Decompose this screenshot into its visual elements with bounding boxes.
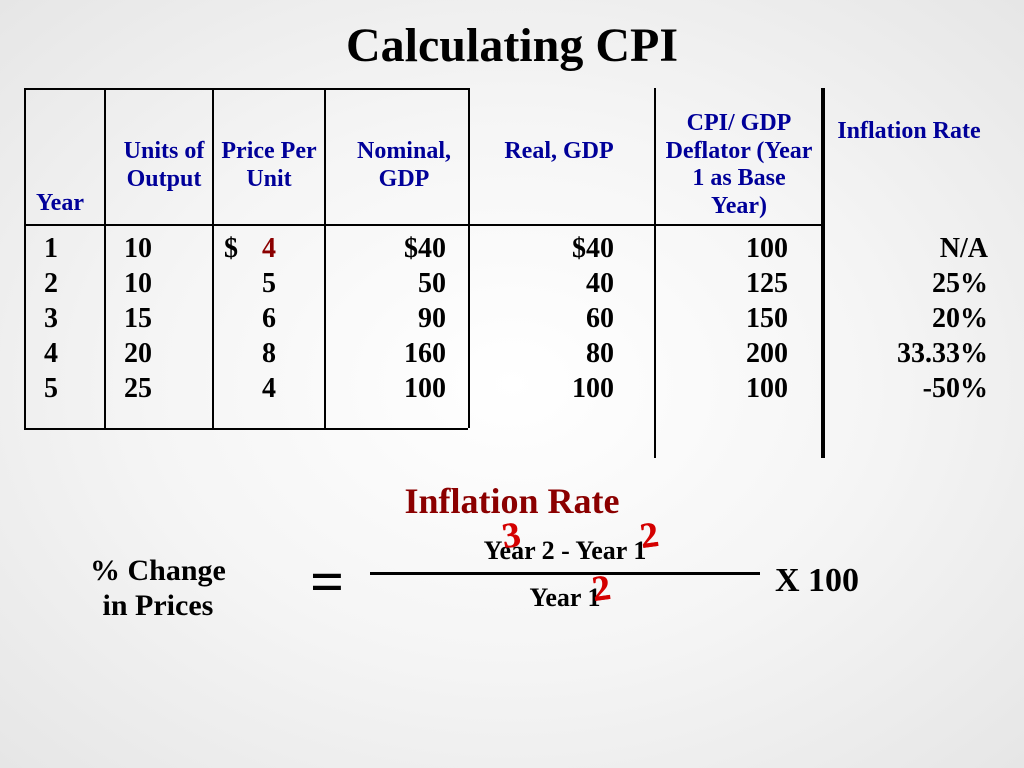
table-border <box>104 88 106 428</box>
cell-units: 15 <box>124 302 152 336</box>
cell-real: 40 <box>586 267 614 301</box>
cell-year: 5 <box>44 372 58 406</box>
formula-lhs-line1: % Change <box>90 554 226 587</box>
cell-price: 4 <box>262 232 276 266</box>
cell-nominal: $40 <box>404 232 446 266</box>
formula-multiplier: X 100 <box>775 562 859 600</box>
cell-units: 25 <box>124 372 152 406</box>
cell-inflation: N/A <box>940 232 988 266</box>
table-border <box>24 224 821 226</box>
formula-numerator: Year 2 - Year 1 3 2 <box>370 536 760 566</box>
cell-year: 4 <box>44 337 58 371</box>
cell-nominal: 160 <box>404 337 446 371</box>
cell-deflator: 100 <box>746 372 788 406</box>
cell-inflation: -50% <box>923 372 988 406</box>
cell-nominal: 100 <box>404 372 446 406</box>
equals-sign: = <box>310 548 344 617</box>
table-border <box>24 428 468 430</box>
formula-subtitle: Inflation Rate <box>0 480 1024 522</box>
cell-price: 6 <box>262 302 276 336</box>
col-header-price: Price Per Unit <box>214 138 324 193</box>
cell-real: 80 <box>586 337 614 371</box>
formula-section: Inflation Rate % Change in Prices = Year… <box>0 480 1024 666</box>
col-header-inflation: Inflation Rate <box>834 118 984 146</box>
col-header-units: Units of Output <box>109 138 219 193</box>
cell-deflator: 200 <box>746 337 788 371</box>
cell-price: 5 <box>262 267 276 301</box>
formula-fraction: Year 2 - Year 1 3 2 Year 1 2 <box>370 536 760 613</box>
cell-units: 20 <box>124 337 152 371</box>
cell-real: 60 <box>586 302 614 336</box>
cell-real: 100 <box>572 372 614 406</box>
cell-inflation: 20% <box>932 302 988 336</box>
cell-inflation: 33.33% <box>897 337 988 371</box>
cell-price-prefix: $ <box>224 232 238 266</box>
col-header-deflator: CPI/ GDP Deflator (Year 1 as Base Year) <box>664 110 814 220</box>
page-title: Calculating CPI <box>0 18 1024 73</box>
formula-lhs-line2: in Prices <box>103 589 214 622</box>
table-border <box>654 88 656 458</box>
col-header-nominal: Nominal, GDP <box>334 138 474 193</box>
formula-lhs: % Change in Prices <box>90 554 226 623</box>
cpi-table: Year Units of Output Price Per Unit Nomi… <box>24 88 1000 438</box>
table-border <box>821 88 825 458</box>
cell-inflation: 25% <box>932 267 988 301</box>
table-border <box>24 88 26 428</box>
table-border <box>324 88 326 428</box>
cell-nominal: 50 <box>418 267 446 301</box>
fraction-bar <box>370 572 760 575</box>
formula-denominator: Year 1 2 <box>370 583 760 613</box>
cell-deflator: 125 <box>746 267 788 301</box>
cell-price: 8 <box>262 337 276 371</box>
cell-year: 3 <box>44 302 58 336</box>
cell-units: 10 <box>124 232 152 266</box>
numerator-text: Year 2 - Year 1 <box>484 536 647 565</box>
cell-units: 10 <box>124 267 152 301</box>
table-border <box>24 88 468 90</box>
cell-price: 4 <box>262 372 276 406</box>
cell-year: 2 <box>44 267 58 301</box>
cell-deflator: 150 <box>746 302 788 336</box>
cell-real: $40 <box>572 232 614 266</box>
cell-year: 1 <box>44 232 58 266</box>
cell-deflator: 100 <box>746 232 788 266</box>
col-header-real: Real, GDP <box>499 138 619 166</box>
col-header-year: Year <box>36 190 84 218</box>
denominator-text: Year 1 <box>529 583 600 612</box>
cell-nominal: 90 <box>418 302 446 336</box>
